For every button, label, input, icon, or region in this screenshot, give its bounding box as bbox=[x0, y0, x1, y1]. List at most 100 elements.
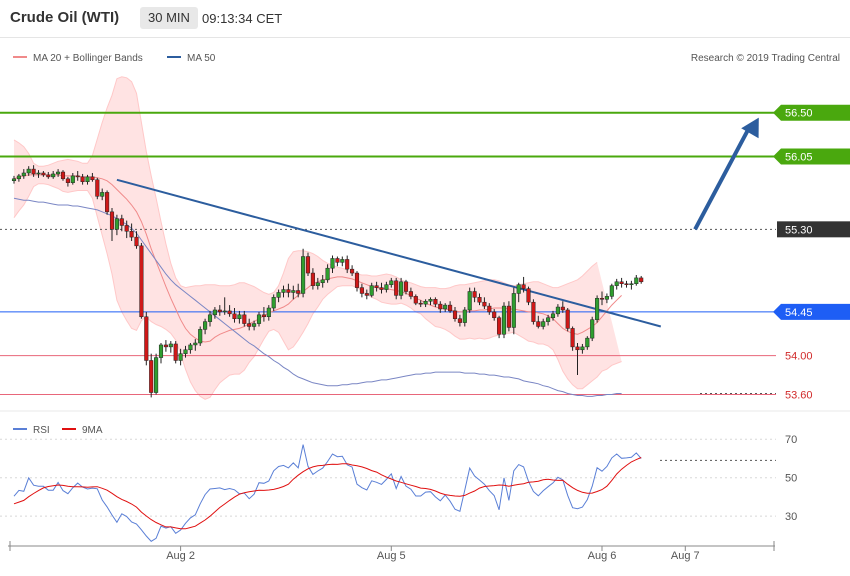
candle-body bbox=[256, 314, 262, 324]
candle-body bbox=[457, 318, 462, 323]
rsi-tick-label: 70 bbox=[785, 434, 797, 446]
candle bbox=[173, 341, 178, 364]
support-tag: 54.45 bbox=[773, 303, 850, 320]
candle bbox=[242, 310, 247, 327]
candle-body bbox=[482, 301, 487, 307]
candle-body bbox=[21, 172, 26, 177]
candle-body bbox=[433, 299, 438, 305]
candle bbox=[369, 282, 374, 298]
candle-body bbox=[119, 218, 124, 226]
candle bbox=[467, 287, 472, 313]
candle bbox=[46, 172, 51, 179]
candle bbox=[247, 318, 252, 331]
candle-body bbox=[340, 259, 345, 263]
candle bbox=[315, 277, 320, 290]
rsi-ma-line bbox=[13, 457, 642, 530]
price-tag-layer: 56.50 56.05 55.30 54.45 54.00 53.60 bbox=[773, 104, 850, 401]
price-panel: 56.50 56.05 55.30 54.45 54.00 53.60 bbox=[0, 76, 850, 401]
candle bbox=[100, 188, 105, 201]
candle-body bbox=[448, 304, 453, 312]
candle-body bbox=[634, 277, 639, 284]
candle bbox=[619, 277, 624, 288]
candle-body bbox=[492, 311, 497, 318]
candle bbox=[614, 278, 619, 290]
candle-body bbox=[443, 304, 448, 310]
candle bbox=[639, 275, 644, 284]
candle-body bbox=[320, 279, 325, 284]
candle-body bbox=[394, 280, 399, 296]
candle bbox=[85, 174, 90, 185]
candle bbox=[305, 252, 311, 276]
candle bbox=[266, 305, 271, 321]
candle-body bbox=[575, 346, 580, 351]
candle-body bbox=[227, 310, 232, 315]
candle-body bbox=[207, 314, 213, 322]
candle bbox=[497, 315, 502, 339]
candle-body bbox=[168, 343, 173, 348]
candle bbox=[609, 283, 614, 300]
candle-body bbox=[305, 256, 311, 274]
candle-body bbox=[565, 309, 570, 329]
candle bbox=[575, 342, 580, 376]
header-bar: Crude Oil (WTI) 30 MIN 09:13:34 CET bbox=[0, 0, 850, 38]
candle-body bbox=[487, 305, 492, 313]
candle-body bbox=[276, 292, 281, 298]
candle bbox=[198, 326, 203, 346]
trendline-layer bbox=[116, 117, 759, 328]
candle-body bbox=[149, 360, 154, 393]
candle bbox=[345, 255, 350, 274]
candle-body bbox=[550, 313, 556, 318]
candle bbox=[536, 315, 541, 329]
candle bbox=[506, 301, 511, 332]
downtrend-line bbox=[116, 178, 662, 328]
candle-body bbox=[222, 310, 227, 313]
candle bbox=[217, 305, 222, 316]
candle bbox=[585, 336, 590, 350]
candle-body bbox=[232, 313, 237, 319]
candle bbox=[472, 287, 477, 303]
candle bbox=[105, 190, 110, 215]
candle-body bbox=[198, 329, 203, 344]
candle bbox=[364, 289, 369, 300]
candle bbox=[599, 291, 605, 306]
timeframe-badge[interactable]: 30 MIN bbox=[140, 7, 198, 29]
bollinger-upper-line bbox=[13, 76, 598, 295]
candle-body bbox=[521, 284, 526, 289]
candle bbox=[624, 280, 629, 288]
candle-body bbox=[154, 357, 159, 393]
candle bbox=[281, 285, 286, 298]
candle bbox=[423, 299, 428, 308]
candle bbox=[457, 314, 462, 327]
candle bbox=[354, 271, 360, 292]
candle bbox=[41, 171, 46, 177]
candle bbox=[487, 303, 492, 315]
candle-body bbox=[26, 168, 31, 174]
candle bbox=[350, 265, 355, 276]
candle-body bbox=[134, 236, 139, 247]
candle-body bbox=[203, 321, 208, 330]
candle-body bbox=[242, 314, 247, 324]
candle bbox=[580, 343, 585, 354]
candle-body bbox=[31, 168, 36, 175]
candle bbox=[516, 282, 521, 303]
time-axis-label: Aug 6 bbox=[588, 550, 617, 562]
candle-body bbox=[90, 176, 95, 181]
candle-body bbox=[80, 176, 85, 182]
candle-body bbox=[379, 287, 384, 290]
candle bbox=[60, 170, 66, 181]
candle bbox=[168, 341, 173, 353]
current-price-tag: 55.30 bbox=[777, 221, 850, 238]
candle-body bbox=[173, 343, 178, 361]
candle bbox=[134, 231, 139, 249]
candle-body bbox=[70, 175, 75, 183]
candle bbox=[163, 340, 168, 352]
candle bbox=[95, 177, 100, 200]
candle-body bbox=[374, 285, 379, 288]
candle bbox=[261, 307, 266, 322]
candle bbox=[325, 264, 330, 283]
candle bbox=[256, 311, 262, 327]
candle bbox=[11, 175, 17, 184]
candle bbox=[178, 348, 183, 366]
candle-body bbox=[462, 309, 467, 323]
ma50-legend-label: MA 50 bbox=[187, 53, 216, 64]
